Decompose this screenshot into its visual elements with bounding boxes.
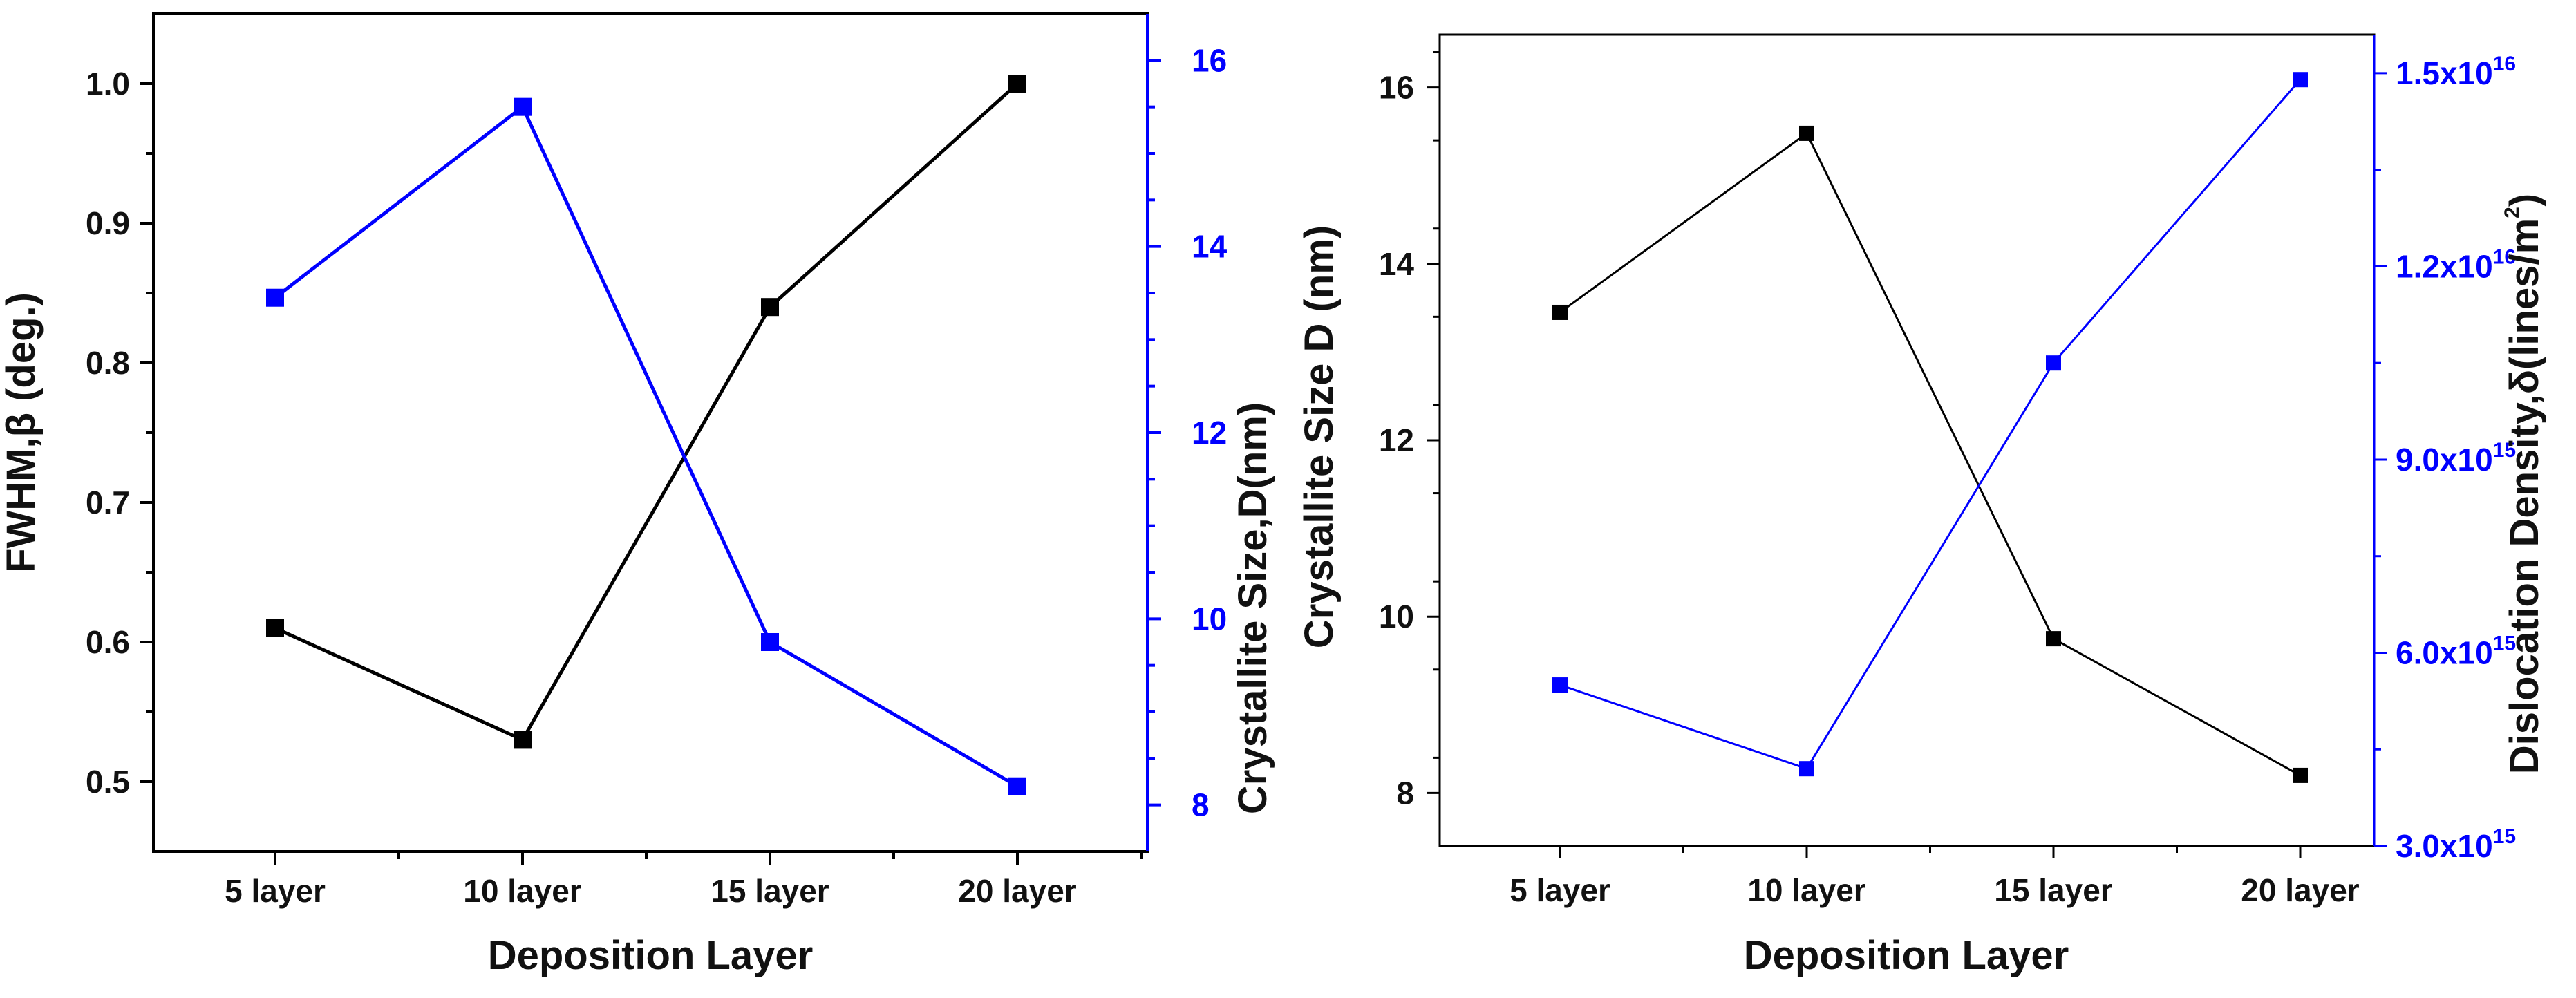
data-point (1799, 125, 1814, 141)
y-tick-label-mantissa: 6.0x10 (2396, 634, 2493, 670)
x-tick-label: 10 layer (1747, 872, 1865, 908)
data-point (761, 298, 779, 317)
y-tick-label-exponent: 16 (2493, 245, 2516, 268)
data-point (1552, 677, 1568, 693)
y-tick-label-right: 8 (1192, 787, 1210, 823)
series-line-dislocation-density (1559, 79, 2302, 770)
data-point (1008, 777, 1026, 795)
y-tick-label-mantissa: 1.5x10 (2396, 55, 2493, 91)
y-tick-label-left: 8 (1396, 775, 1414, 811)
series-line-crystallite-size-d (1559, 131, 2301, 777)
y-axis-title-right-main: Dislocation Density,δ(lines/m (2502, 218, 2547, 774)
y-tick-label-right: 12 (1192, 415, 1227, 451)
panel-fwhm-crystallite: 5 layer 10 layer 15 layer 20 layer 0.5 0.6 0.7… (0, 12, 1275, 978)
y-axis-title-right: Crystallite Size,D(nm) (1230, 402, 1275, 814)
y-tick-label-mantissa: 3.0x10 (2396, 828, 2493, 864)
data-point (2293, 72, 2308, 88)
y-tick-label-left: 0.9 (86, 205, 130, 241)
y-tick-label-left: 1.0 (86, 66, 130, 102)
x-tick-label: 10 layer (463, 873, 581, 909)
y-tick-label-exponent: 15 (2493, 632, 2516, 655)
data-point (761, 633, 779, 651)
x-tick-label: 5 layer (225, 873, 326, 909)
data-point (266, 288, 284, 307)
y-tick-label-right: 6.0x1015 (2396, 632, 2516, 670)
data-point (514, 97, 532, 116)
data-point (1552, 304, 1568, 320)
y-axis-title-right: Dislocation Density,δ(lines/m2) (2501, 194, 2547, 774)
data-point (1008, 75, 1026, 93)
x-tick-label: 15 layer (711, 873, 829, 909)
y-tick-label-left: 14 (1379, 246, 1415, 282)
y-tick-label-right: 10 (1192, 601, 1227, 637)
panel-crystallite-dislocation: 5 layer 10 layer 15 layer 20 layer 8 10 12 14 16… (1297, 33, 2547, 978)
x-tick-label: 15 layer (1994, 872, 2112, 908)
plot-frame (152, 12, 1149, 853)
y-tick-label-right: 3.0x1015 (2396, 825, 2516, 864)
y-tick-label-right: 14 (1192, 229, 1228, 265)
y-axis-title-right-sup: 2 (2501, 207, 2523, 218)
y-tick-label-mantissa: 9.0x10 (2396, 442, 2493, 478)
data-point (2046, 631, 2061, 647)
y-tick-label-left: 0.6 (86, 624, 130, 660)
y-tick-label-mantissa: 1.2x10 (2396, 248, 2493, 284)
y-axis-title-left: FWHM,β (deg.) (0, 292, 44, 573)
data-point (2293, 767, 2308, 783)
y-tick-label-left: 10 (1379, 599, 1414, 634)
data-point (1799, 761, 1814, 777)
y-tick-label-right: 9.0x1015 (2396, 439, 2516, 478)
data-point (266, 619, 284, 637)
y-tick-label-left: 0.5 (86, 764, 130, 800)
y-tick-label-right: 1.2x1016 (2396, 245, 2516, 284)
y-tick-label-exponent: 16 (2493, 53, 2516, 75)
y-axis-title-left: Crystallite Size D (nm) (1297, 225, 1342, 648)
x-axis-title: Deposition Layer (488, 933, 814, 978)
data-point (514, 731, 532, 749)
y-tick-label-left: 12 (1379, 422, 1414, 458)
y-tick-label-right: 1.5x1016 (2396, 53, 2516, 91)
y-tick-label-left: 0.8 (86, 345, 130, 381)
x-tick-label: 5 layer (1510, 872, 1610, 908)
y-tick-label-exponent: 15 (2493, 825, 2516, 848)
y-tick-label-left: 0.7 (86, 484, 130, 520)
y-tick-label-exponent: 15 (2493, 439, 2516, 462)
series-line-fwhm (274, 82, 1019, 742)
x-axis-title: Deposition Layer (1744, 933, 2069, 978)
x-tick-label: 20 layer (958, 873, 1076, 909)
x-tick-label: 20 layer (2241, 872, 2359, 908)
y-tick-label-left: 16 (1379, 70, 1414, 106)
y-axis-title-right-end: ) (2502, 194, 2547, 207)
data-point (2046, 355, 2061, 371)
series-line-crystallite-size (274, 104, 1019, 788)
y-tick-label-right: 16 (1192, 42, 1227, 78)
